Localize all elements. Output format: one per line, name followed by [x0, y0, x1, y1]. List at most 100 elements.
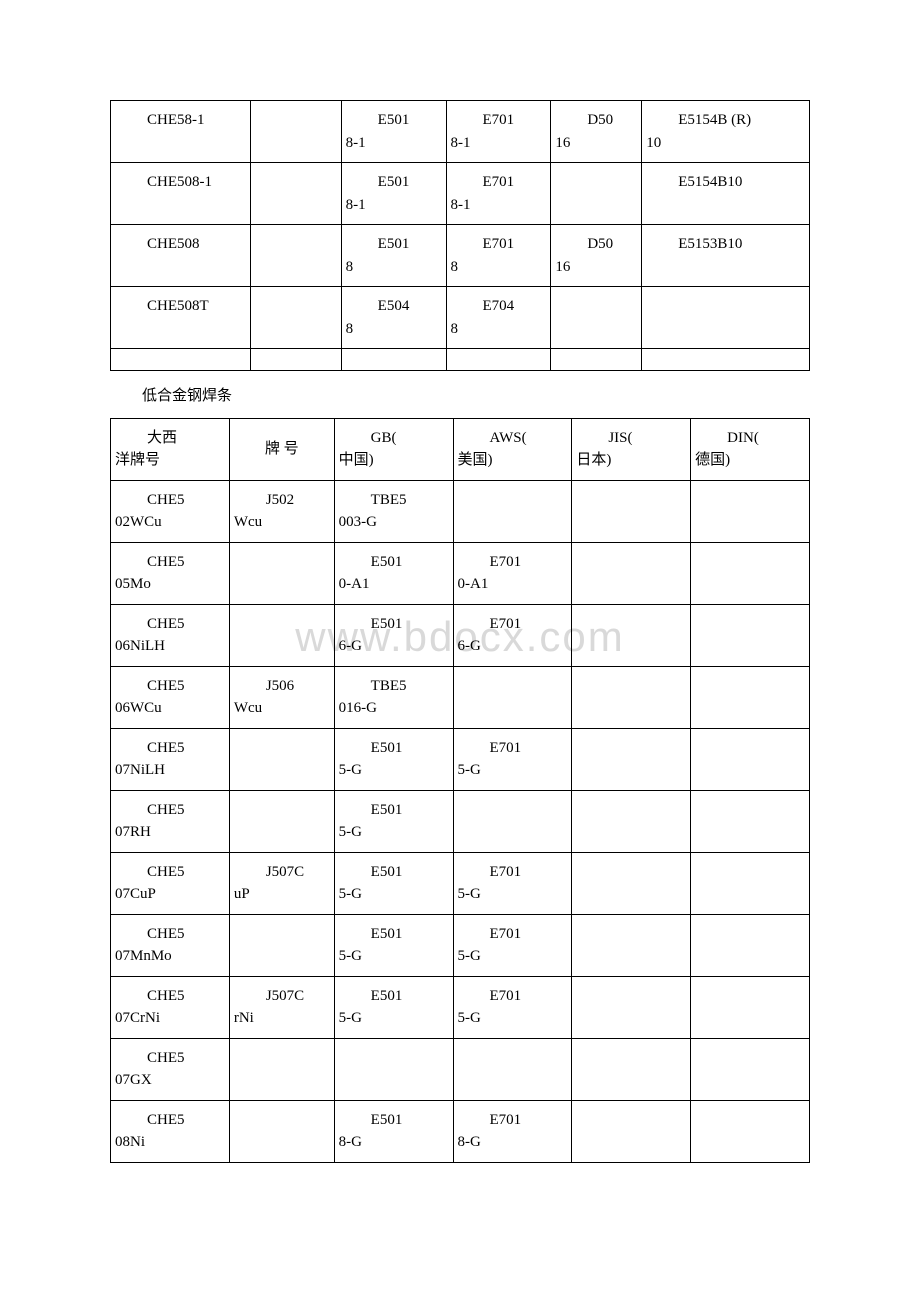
- cell-text-line2: 8: [346, 256, 442, 279]
- table-cell: [691, 1100, 810, 1162]
- cell-text-line1: CHE5: [115, 861, 225, 884]
- table-row: CHE508-1E5018-1E7018-1E5154B10: [111, 163, 810, 225]
- table-row: CHE58-1E5018-1E7018-1D5016E5154B (R)10: [111, 101, 810, 163]
- table-cell: [691, 790, 810, 852]
- cell-text-line1: E701: [458, 923, 568, 946]
- cell-text-line1: CHE5: [115, 489, 225, 512]
- cell-text-line1: E5153B10: [646, 233, 805, 256]
- table-cell: CHE58-1: [111, 101, 251, 163]
- cell-text-line1: E501: [339, 985, 449, 1008]
- table-cell: E7010-A1: [453, 542, 572, 604]
- cell-text-line1: E701: [458, 1109, 568, 1132]
- cell-text-line2: 003-G: [339, 511, 449, 534]
- table-row: CHE507RHE5015-G: [111, 790, 810, 852]
- cell-text-line2: 8-G: [339, 1131, 449, 1154]
- cell-text-line1: E701: [458, 985, 568, 1008]
- cell-text-line1: CHE5: [115, 1109, 225, 1132]
- table-cell: AWS(美国): [453, 418, 572, 480]
- table-cell: E5016-G: [334, 604, 453, 666]
- table-row: CHE502WCuJ502WcuTBE5003-G: [111, 480, 810, 542]
- table-cell: D5016: [551, 101, 642, 163]
- table-row: CHE508E5018E7018D5016E5153B10: [111, 225, 810, 287]
- cell-text-line2: 02WCu: [115, 511, 225, 534]
- cell-text-line2: 8-1: [451, 194, 547, 217]
- table-cell: J506Wcu: [229, 666, 334, 728]
- table-cell: [572, 604, 691, 666]
- table-cell: J502Wcu: [229, 480, 334, 542]
- table-cell: [691, 914, 810, 976]
- table-cell: [572, 914, 691, 976]
- table-cell: E5015-G: [334, 728, 453, 790]
- table-cell: [229, 790, 334, 852]
- table-cell: [453, 790, 572, 852]
- table-cell: CHE508: [111, 225, 251, 287]
- cell-text-line1: E504: [346, 295, 442, 318]
- cell-text-line1: AWS(: [458, 427, 568, 450]
- table-row: CHE505MoE5010-A1E7010-A1: [111, 542, 810, 604]
- table-cell: [111, 349, 251, 371]
- cell-text-line2: 07CrNi: [115, 1007, 225, 1030]
- table-cell: [691, 480, 810, 542]
- table-cell: E7016-G: [453, 604, 572, 666]
- cell-text-line1: 大西: [115, 427, 225, 450]
- table-cell: E7018-G: [453, 1100, 572, 1162]
- cell-text-line1: E701: [458, 551, 568, 574]
- table-cell: GB(中国): [334, 418, 453, 480]
- table-cell: [446, 349, 551, 371]
- cell-text-line2: 中国): [339, 449, 449, 472]
- table-cell: [691, 976, 810, 1038]
- table-cell: [691, 542, 810, 604]
- table-cell: [572, 480, 691, 542]
- cell-text: 牌 号: [265, 441, 299, 457]
- table-row: CHE506NiLHE5016-GE7016-G: [111, 604, 810, 666]
- table-cell: [250, 349, 341, 371]
- cell-text-line2: Wcu: [234, 697, 330, 720]
- cell-text-line1: CHE5: [115, 613, 225, 636]
- table-cell: [642, 287, 810, 349]
- table-cell: [691, 666, 810, 728]
- table-cell: [250, 163, 341, 225]
- table-row-empty: [111, 349, 810, 371]
- table-cell: [229, 1038, 334, 1100]
- table-cell: J507CuP: [229, 852, 334, 914]
- cell-text-line2: 07GX: [115, 1069, 225, 1092]
- table-cell: [551, 163, 642, 225]
- table-cell: 大西洋牌号: [111, 418, 230, 480]
- section-title: 低合金钢焊条: [110, 385, 810, 408]
- table-cell: E7018-1: [446, 163, 551, 225]
- cell-text-line2: 8-1: [451, 132, 547, 155]
- table-cell: [250, 225, 341, 287]
- table-cell: CHE507NiLH: [111, 728, 230, 790]
- table-cell: E5048: [341, 287, 446, 349]
- cell-text-line1: E704: [451, 295, 547, 318]
- table-cell: E5015-G: [334, 914, 453, 976]
- cell-text-line1: E701: [458, 737, 568, 760]
- cell-text-line2: 6-G: [339, 635, 449, 658]
- table-cell: E5015-G: [334, 976, 453, 1038]
- page-content: CHE58-1E5018-1E7018-1D5016E5154B (R)10CH…: [110, 100, 810, 1163]
- cell-text-line2: 5-G: [339, 1007, 449, 1030]
- cell-text-line2: 5-G: [458, 1007, 568, 1030]
- table-cell: D5016: [551, 225, 642, 287]
- cell-text-line1: E701: [451, 233, 547, 256]
- table-cell: CHE507CuP: [111, 852, 230, 914]
- cell-text-line1: E501: [339, 861, 449, 884]
- table-cell: [229, 728, 334, 790]
- cell-text-line2: 5-G: [458, 883, 568, 906]
- cell-text-line2: 08Ni: [115, 1131, 225, 1154]
- cell-text-line2: 美国): [458, 449, 568, 472]
- cell-text-line2: 8-G: [458, 1131, 568, 1154]
- table-upper: CHE58-1E5018-1E7018-1D5016E5154B (R)10CH…: [110, 100, 810, 371]
- cell-text-line1: D50: [555, 109, 637, 132]
- table-cell: [229, 542, 334, 604]
- table-header-row: 大西洋牌号牌 号GB(中国)AWS(美国)JIS(日本)DIN(德国): [111, 418, 810, 480]
- cell-text-line1: E501: [346, 171, 442, 194]
- table-row: CHE508NiE5018-GE7018-G: [111, 1100, 810, 1162]
- table-cell: E7015-G: [453, 852, 572, 914]
- cell-text-line2: 日本): [576, 449, 686, 472]
- cell-text-line2: 10: [646, 132, 805, 155]
- cell-text-line1: E501: [339, 551, 449, 574]
- table-cell: [572, 1100, 691, 1162]
- cell-text-line2: 8: [451, 256, 547, 279]
- table-cell: [572, 852, 691, 914]
